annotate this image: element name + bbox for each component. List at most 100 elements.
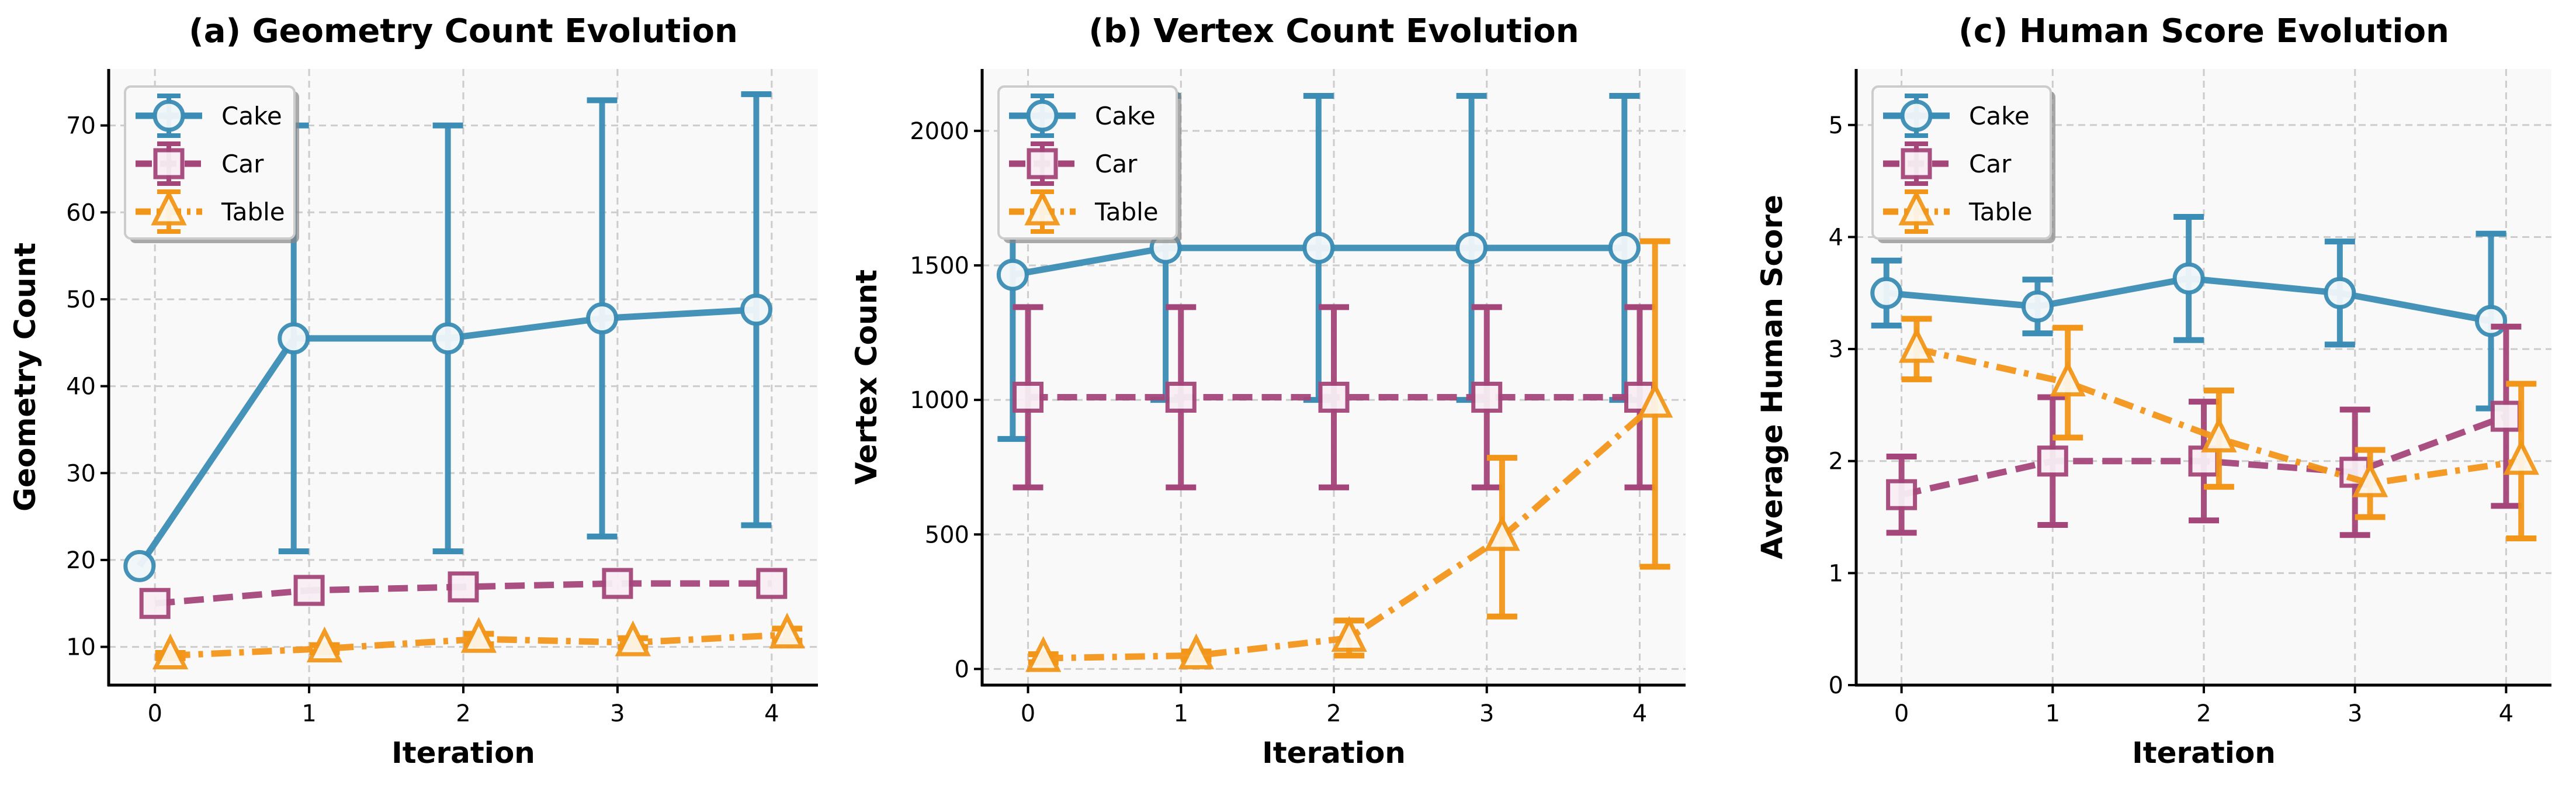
data-point <box>1302 231 1335 264</box>
data-point <box>1013 382 1044 413</box>
series-cake <box>1870 213 2508 412</box>
data-point <box>1637 382 1673 418</box>
x-tick-label: 4 <box>764 700 779 727</box>
series-car <box>1886 323 2522 538</box>
x-tick-label: 1 <box>2045 700 2060 727</box>
x-axis-label: Iteration <box>391 736 535 770</box>
y-axis-label: Average Human Score <box>1755 195 1789 559</box>
series-table <box>1025 238 1673 672</box>
y-tick-label: 0 <box>1829 672 1843 699</box>
data-point <box>1471 382 1503 413</box>
legend: Cake Car Table <box>997 85 1181 243</box>
x-tick-label: 3 <box>1479 700 1494 727</box>
chart-panel-2: 0 1 2 3 4 0 1 2 3 4 5 (c) Human Score Evolution Iter… <box>1755 12 2551 770</box>
data-point <box>1025 636 1062 672</box>
data-point <box>1455 231 1488 264</box>
x-tick-label: 2 <box>2196 700 2211 727</box>
data-point <box>2475 305 2508 337</box>
data-point <box>2201 416 2237 452</box>
data-point <box>1608 231 1641 264</box>
y-tick-label: 1500 <box>910 253 969 279</box>
x-tick-label: 1 <box>301 700 316 727</box>
x-tick-label: 0 <box>1894 700 1909 727</box>
data-point <box>586 302 619 335</box>
legend-marker-square-icon <box>1027 148 1058 179</box>
legend: Cake Car Table <box>124 85 299 243</box>
legend-marker-triangle-icon <box>1024 189 1060 226</box>
x-tick-label: 2 <box>1326 700 1341 727</box>
data-point <box>460 617 497 653</box>
legend-marker-circle-icon <box>152 99 185 132</box>
data-point <box>306 626 343 663</box>
data-point <box>448 571 479 603</box>
data-point <box>996 258 1029 291</box>
data-point <box>615 620 651 656</box>
data-point <box>123 549 156 582</box>
y-tick-label: 70 <box>66 113 96 140</box>
x-axis-label: Iteration <box>1262 736 1406 770</box>
data-point <box>756 568 788 599</box>
data-point <box>2021 290 2054 323</box>
y-tick-label: 2 <box>1829 448 1843 475</box>
legend-marker-square-icon <box>1901 148 1932 179</box>
y-tick-label: 40 <box>66 374 96 400</box>
legend-marker-triangle-icon <box>1898 189 1934 226</box>
series-car <box>139 568 788 619</box>
x-tick-label: 1 <box>1174 700 1188 727</box>
data-point <box>740 293 772 326</box>
legend-label: Table <box>1968 198 2033 226</box>
data-point <box>2037 445 2068 477</box>
y-tick-label: 4 <box>1829 224 1843 251</box>
series-table <box>152 612 805 669</box>
x-tick-label: 4 <box>1632 700 1647 727</box>
chart-panel-0: 0 1 2 3 4 10 20 30 40 50 60 70 (a) Geometry Count Ev… <box>8 12 818 770</box>
data-point <box>1165 382 1197 413</box>
data-point <box>1886 479 1918 510</box>
legend-marker-circle-icon <box>1900 99 1933 132</box>
x-tick-label: 3 <box>2348 700 2362 727</box>
data-point <box>278 322 310 355</box>
y-axis-label: Geometry Count <box>8 243 42 511</box>
x-axis-label: Iteration <box>2132 736 2276 770</box>
x-tick-label: 4 <box>2499 700 2513 727</box>
data-point <box>1870 277 1903 309</box>
legend-marker-square-icon <box>153 148 185 179</box>
data-point <box>769 612 805 649</box>
y-tick-label: 500 <box>925 521 969 548</box>
y-axis-label: Vertex Count <box>850 269 883 485</box>
y-tick-label: 60 <box>66 199 96 226</box>
data-point <box>1178 633 1215 669</box>
y-tick-label: 20 <box>66 547 96 574</box>
data-point <box>2490 400 2522 432</box>
legend-label: Cake <box>1095 102 1156 130</box>
data-point <box>2352 461 2388 497</box>
data-point <box>2503 438 2539 475</box>
y-tick-label: 0 <box>955 656 969 683</box>
y-tick-label: 5 <box>1829 112 1843 139</box>
data-point <box>152 633 189 669</box>
series-table <box>1898 316 2539 541</box>
series-cake <box>996 93 1641 442</box>
x-tick-label: 2 <box>456 700 470 727</box>
x-tick-label: 3 <box>610 700 625 727</box>
legend-label: Cake <box>1969 102 2030 130</box>
data-point <box>2172 262 2205 295</box>
y-tick-label: 2000 <box>910 118 969 145</box>
x-tick-label: 0 <box>1021 700 1035 727</box>
legend-label: Car <box>1969 150 2012 178</box>
data-point <box>2050 360 2086 397</box>
y-tick-label: 1 <box>1829 560 1843 587</box>
y-tick-label: 10 <box>66 634 96 661</box>
chart-panel-1: 0 1 2 3 4 0 500 1000 1500 2000 (b) Vertex Count Ev… <box>850 12 1686 770</box>
legend-label: Car <box>1095 150 1138 178</box>
data-point <box>2324 277 2356 309</box>
data-point <box>293 575 325 606</box>
legend-marker-circle-icon <box>1026 99 1059 132</box>
legend-label: Car <box>221 150 264 178</box>
data-point <box>602 568 633 599</box>
data-point <box>1331 616 1367 652</box>
legend-marker-triangle-icon <box>151 189 187 226</box>
y-tick-label: 50 <box>66 286 96 313</box>
x-tick-label: 0 <box>147 700 162 727</box>
